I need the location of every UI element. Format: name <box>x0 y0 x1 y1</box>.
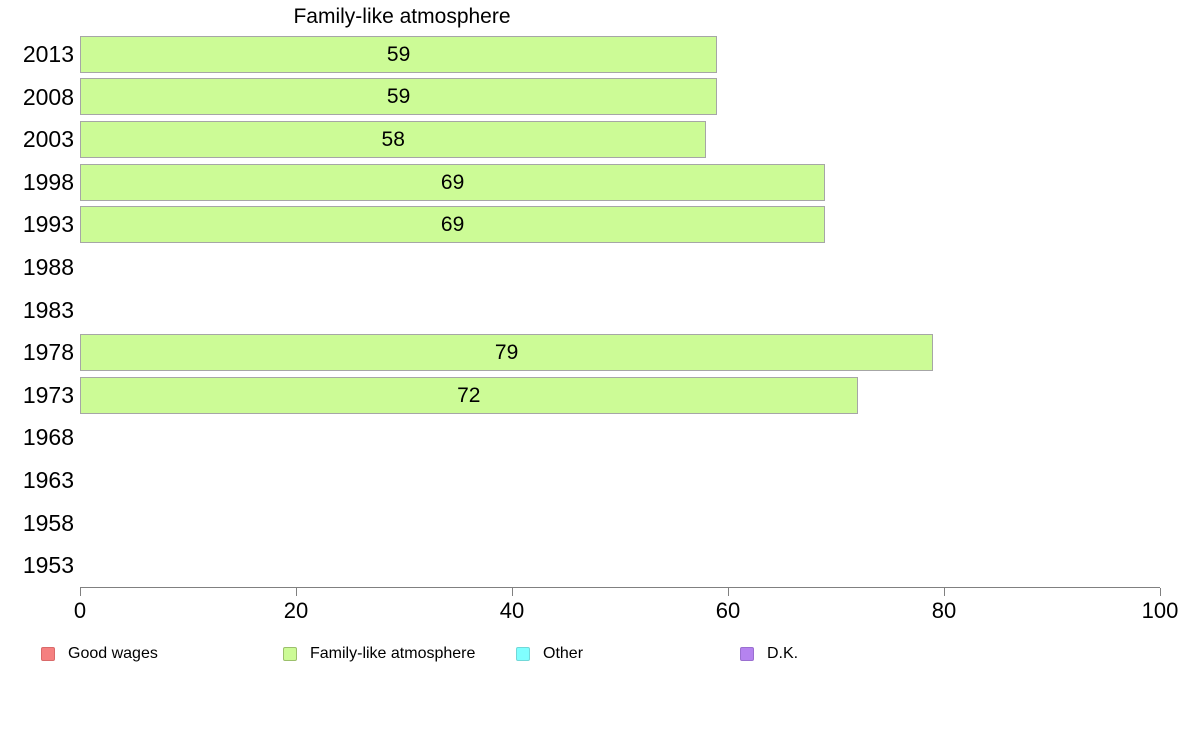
bar-value-label: 59 <box>386 85 411 109</box>
legend-item: Family-like atmosphere <box>283 645 475 663</box>
y-axis-label: 1958 <box>22 509 74 536</box>
bar: 79 <box>80 333 934 371</box>
bar: 72 <box>80 376 858 414</box>
x-axis-tick-label: 40 <box>499 598 525 623</box>
y-axis-label: 1988 <box>22 254 74 280</box>
legend-item: Good wages <box>41 645 158 663</box>
x-axis-tick-label: 80 <box>931 598 957 623</box>
x-axis-tick-label: 60 <box>715 598 741 623</box>
bar-value-label: 58 <box>381 127 405 151</box>
chart-row: 1963 <box>23 459 1160 502</box>
chart-row: 1968 <box>23 416 1160 459</box>
x-axis-tick <box>728 588 729 596</box>
y-axis-label: 2008 <box>22 83 74 110</box>
y-axis-label: 1973 <box>22 381 74 408</box>
y-axis-label: 1993 <box>22 211 74 238</box>
legend-swatch-icon <box>740 647 754 661</box>
legend-swatch-icon <box>516 647 530 661</box>
plot-area: 2013 59 2008 59 2003 58 1998 69 1993 69 1988 1983 19… <box>23 33 1160 587</box>
bar: 69 <box>80 206 826 244</box>
chart-row: 1978 79 <box>23 331 1160 374</box>
bar: 59 <box>80 35 718 73</box>
bar-value-label: 59 <box>386 42 411 66</box>
chart-row: 1983 <box>23 289 1160 332</box>
legend-swatch-icon <box>283 647 297 661</box>
bar-value-label: 69 <box>440 170 465 194</box>
legend: Good wages Family-like atmosphere Other D.K… <box>0 645 1188 663</box>
chart-row: 2008 59 <box>23 76 1160 119</box>
y-axis-label: 2013 <box>22 41 74 67</box>
x-axis-line: 0 20 40 60 80 100 <box>74 587 1178 623</box>
y-axis-label: 2003 <box>22 126 74 153</box>
chart-row: 1993 69 <box>23 203 1160 246</box>
chart-row: 1998 69 <box>23 161 1160 204</box>
y-axis-label: 1963 <box>22 467 74 493</box>
bar-value-label: 69 <box>440 213 465 237</box>
y-axis-label: 1998 <box>22 168 74 195</box>
x-axis-tick <box>1160 588 1161 596</box>
y-axis-label: 1953 <box>22 552 74 579</box>
y-axis-label: 1968 <box>22 424 74 451</box>
bar-value-label: 79 <box>494 340 519 364</box>
x-axis-tick <box>80 588 81 596</box>
y-axis-label: 1983 <box>22 296 74 323</box>
x-axis-tick-label: 20 <box>283 598 309 623</box>
x-axis-tick-label: 100 <box>1141 598 1179 623</box>
legend-item: D.K. <box>740 645 798 663</box>
chart-row: 2003 58 <box>23 118 1160 161</box>
x-axis-tick <box>296 588 297 596</box>
chart-row: 1988 <box>23 246 1160 289</box>
bar: 69 <box>80 163 826 201</box>
legend-label: D.K. <box>767 645 799 662</box>
chart-row: 2013 59 <box>23 33 1160 76</box>
chart-title: Family-like atmosphere <box>293 5 511 28</box>
x-axis-tick-label: 0 <box>73 598 87 623</box>
chart-row: 1973 72 <box>23 374 1160 417</box>
bar: 58 <box>80 120 707 158</box>
legend-label: Other <box>543 645 584 662</box>
legend-label: Family-like atmosphere <box>310 645 476 662</box>
chart-row: 1953 <box>23 544 1160 587</box>
bar: 59 <box>80 78 718 116</box>
legend-label: Good wages <box>68 645 158 662</box>
chart-row: 1958 <box>23 502 1160 545</box>
legend-swatch-icon <box>41 647 55 661</box>
y-axis-label: 1978 <box>22 339 74 366</box>
legend-item: Other <box>516 645 583 663</box>
x-axis-tick <box>944 588 945 596</box>
bar-value-label: 72 <box>457 383 481 407</box>
x-axis-tick <box>512 588 513 596</box>
